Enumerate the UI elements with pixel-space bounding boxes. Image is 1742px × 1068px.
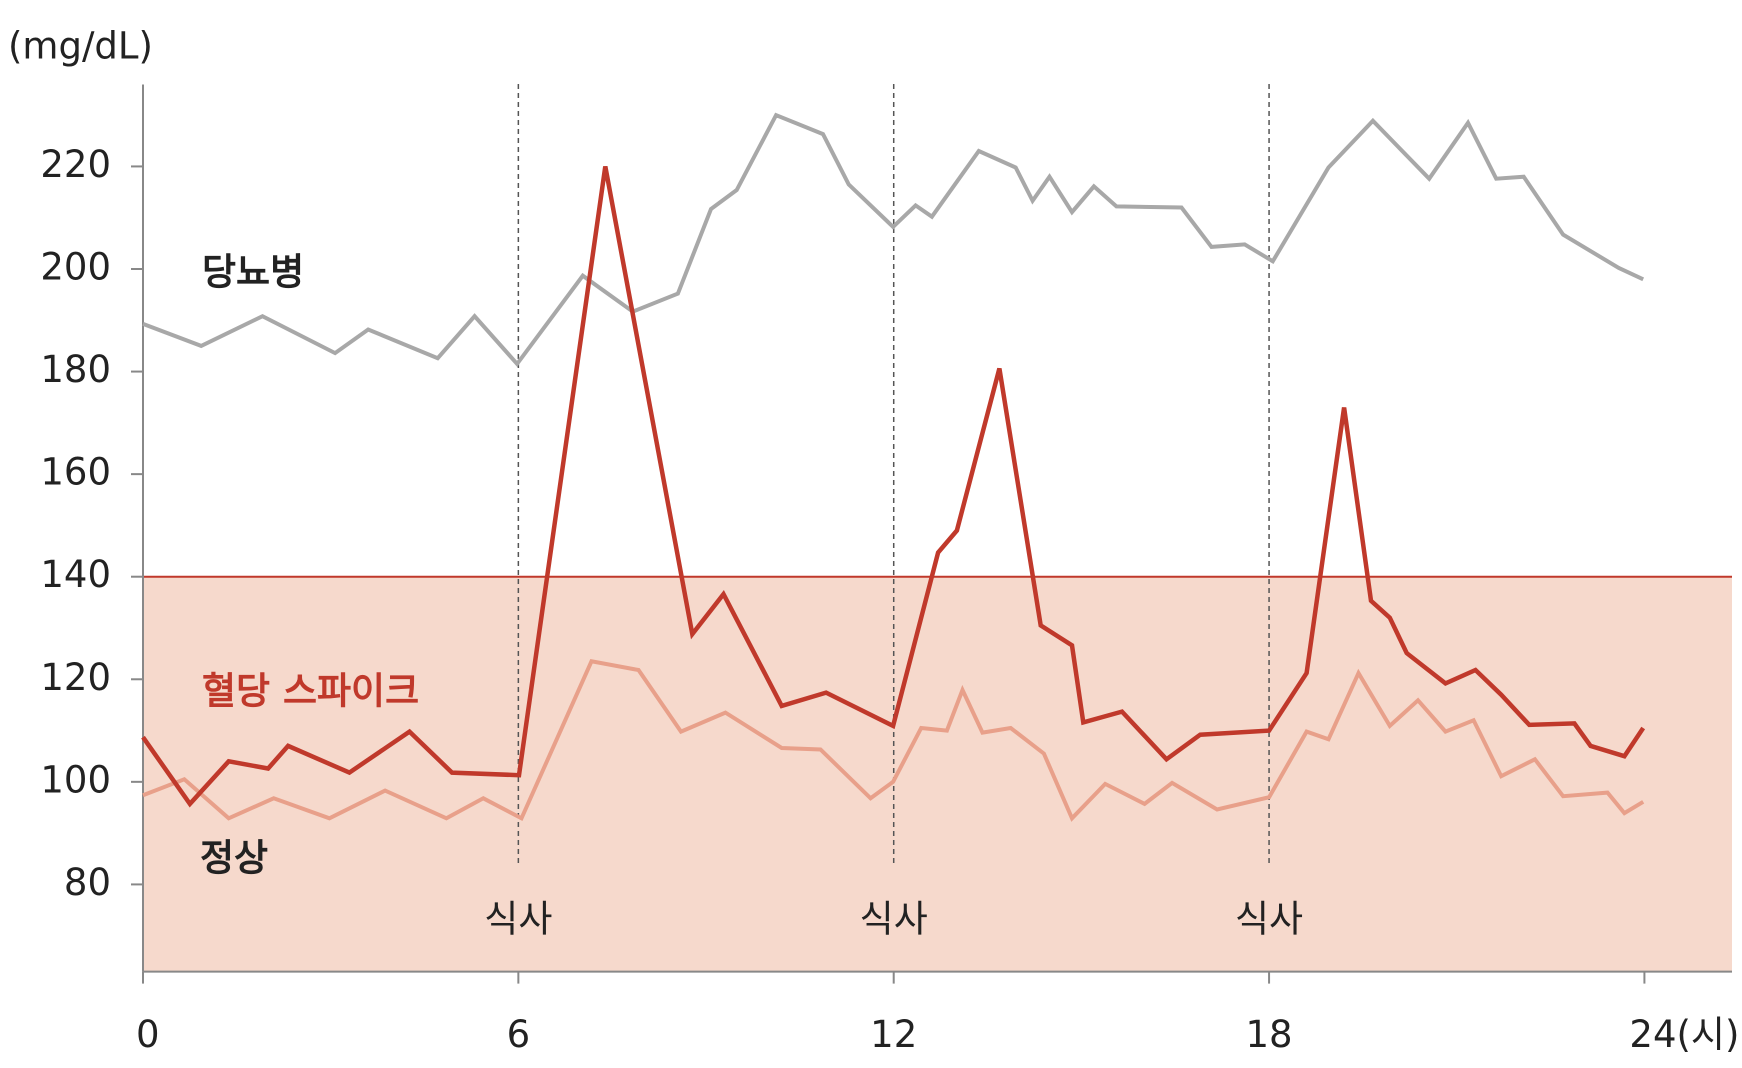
x-tick-label: 18	[1246, 1013, 1293, 1056]
series-line	[141, 165, 1646, 808]
y-tick-label: 100	[40, 758, 111, 801]
meal-label: 식사	[1235, 898, 1303, 941]
x-tick-label: 24(시)	[1629, 1013, 1739, 1056]
y-tick-label: 200	[40, 245, 111, 288]
y-axis-label: (mg/dL)	[8, 25, 153, 68]
y-tick-label: 120	[40, 656, 111, 699]
series-line	[142, 659, 1645, 822]
series-line	[142, 112, 1645, 368]
meal-label: 식사	[860, 898, 928, 941]
x-tick-label: 12	[870, 1013, 917, 1056]
series-label: 당뇨병	[202, 251, 304, 294]
normal-range	[143, 576, 1732, 972]
x-tick-label: 0	[136, 1013, 160, 1056]
meal-label: 식사	[484, 898, 552, 941]
y-tick-label: 180	[40, 348, 111, 391]
y-tick-label: 140	[40, 553, 111, 596]
y-tick-label: 80	[64, 861, 111, 904]
y-tick-label: 160	[40, 451, 111, 494]
x-tick-label: 6	[507, 1013, 531, 1056]
y-tick-label: 220	[40, 143, 111, 186]
series-label: 정상	[200, 837, 268, 880]
series-label: 혈당 스파이크	[202, 670, 419, 713]
